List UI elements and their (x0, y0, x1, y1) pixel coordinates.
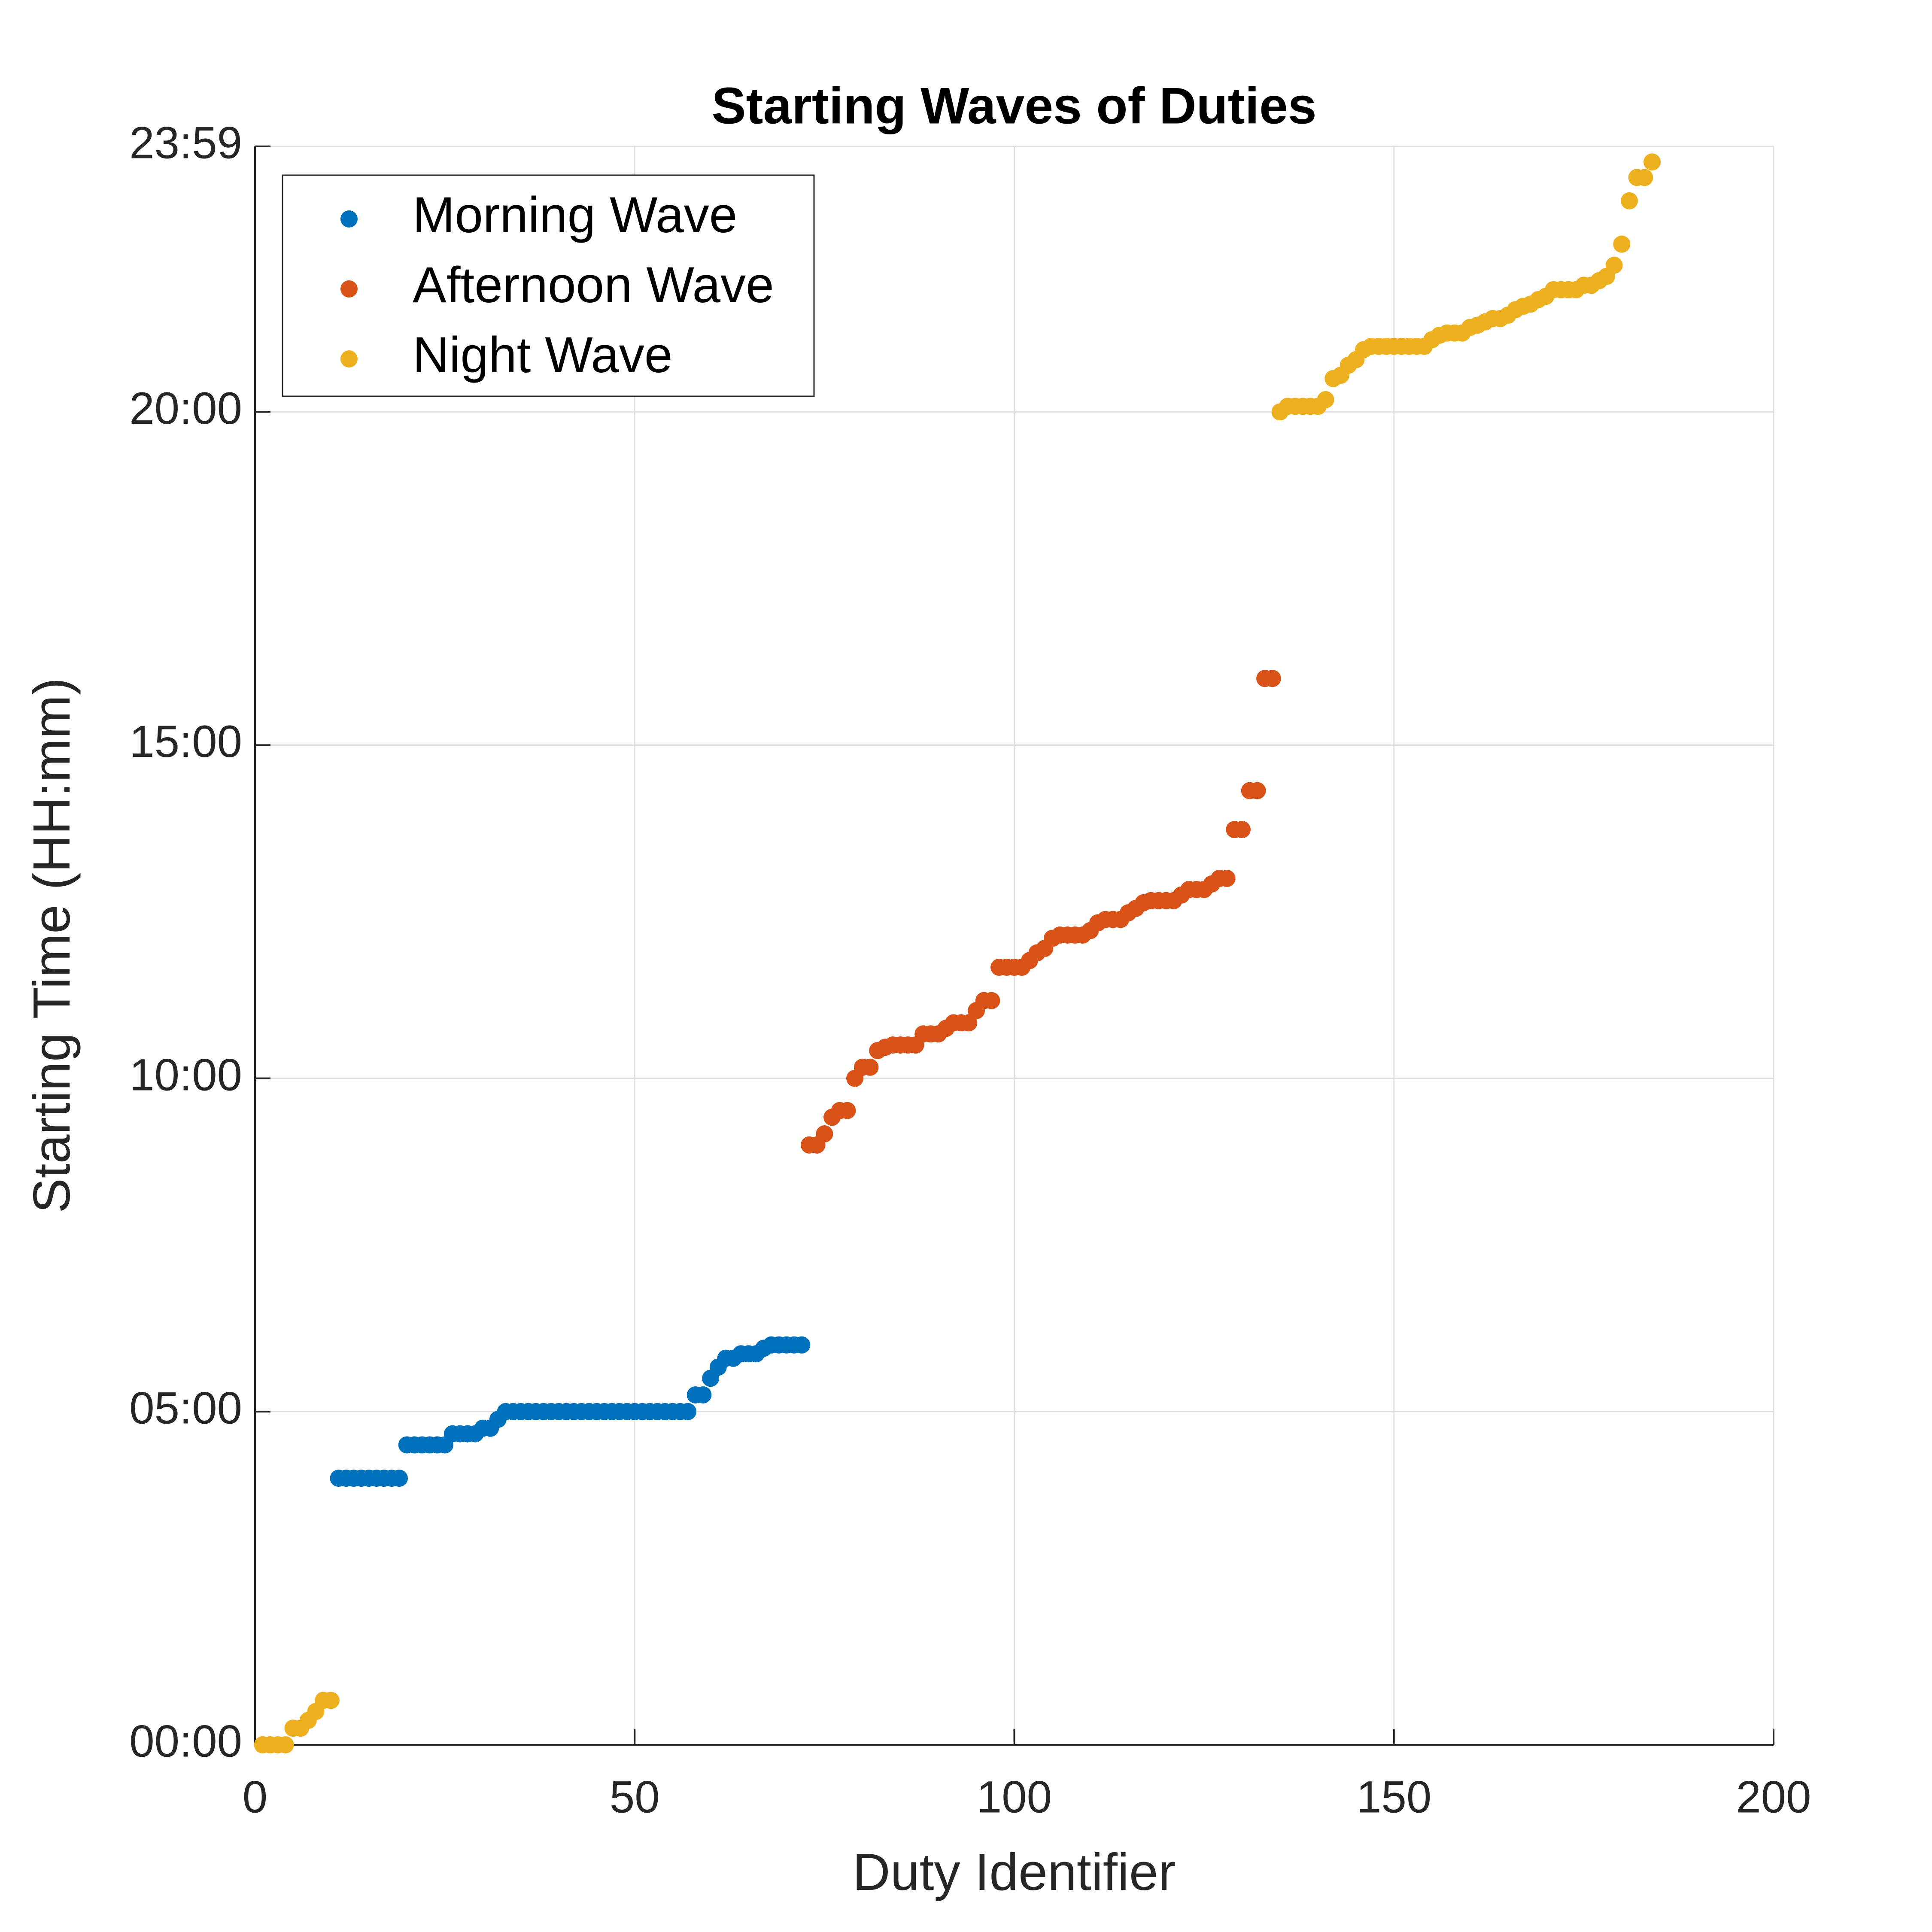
legend-label: Morning Wave (413, 187, 737, 243)
point (1636, 169, 1653, 186)
x-tick-label: 50 (610, 1772, 660, 1823)
x-axis-label: Duty Identifier (853, 1843, 1176, 1901)
point (322, 1692, 340, 1709)
point (1249, 782, 1266, 799)
point (1605, 256, 1623, 274)
point (816, 1125, 833, 1143)
x-tick-label: 150 (1356, 1772, 1431, 1823)
legend-marker (340, 210, 358, 228)
point (793, 1336, 811, 1354)
legend-label: Afternoon Wave (413, 257, 774, 313)
y-tick-label: 10:00 (129, 1050, 242, 1100)
x-tick-label: 0 (243, 1772, 267, 1823)
legend-box (282, 174, 815, 397)
point (861, 1058, 879, 1076)
point (1218, 869, 1236, 887)
y-axis-label: Starting Time (HH:mm) (22, 677, 81, 1213)
y-tick-label: 20:00 (129, 383, 242, 434)
x-tick-label: 200 (1736, 1772, 1811, 1823)
point (679, 1403, 697, 1420)
point (694, 1386, 712, 1404)
point (1317, 391, 1334, 408)
point (1643, 153, 1661, 171)
point (1264, 670, 1281, 687)
point (276, 1736, 294, 1753)
legend-marker (340, 280, 358, 298)
x-tick-label: 100 (977, 1772, 1052, 1823)
y-tick-label: 00:00 (129, 1716, 242, 1767)
point (838, 1102, 856, 1119)
y-tick-label: 15:00 (129, 717, 242, 767)
point (983, 992, 1000, 1009)
y-tick-label: 05:00 (129, 1383, 242, 1434)
point (391, 1470, 408, 1487)
point (1620, 192, 1638, 210)
chart-title: Starting Waves of Duties (711, 77, 1316, 135)
point (1613, 235, 1631, 253)
y-tick-label: 23:59 (129, 118, 242, 168)
legend-label: Night Wave (413, 327, 673, 383)
point (1233, 821, 1251, 838)
legend-marker (340, 350, 358, 368)
